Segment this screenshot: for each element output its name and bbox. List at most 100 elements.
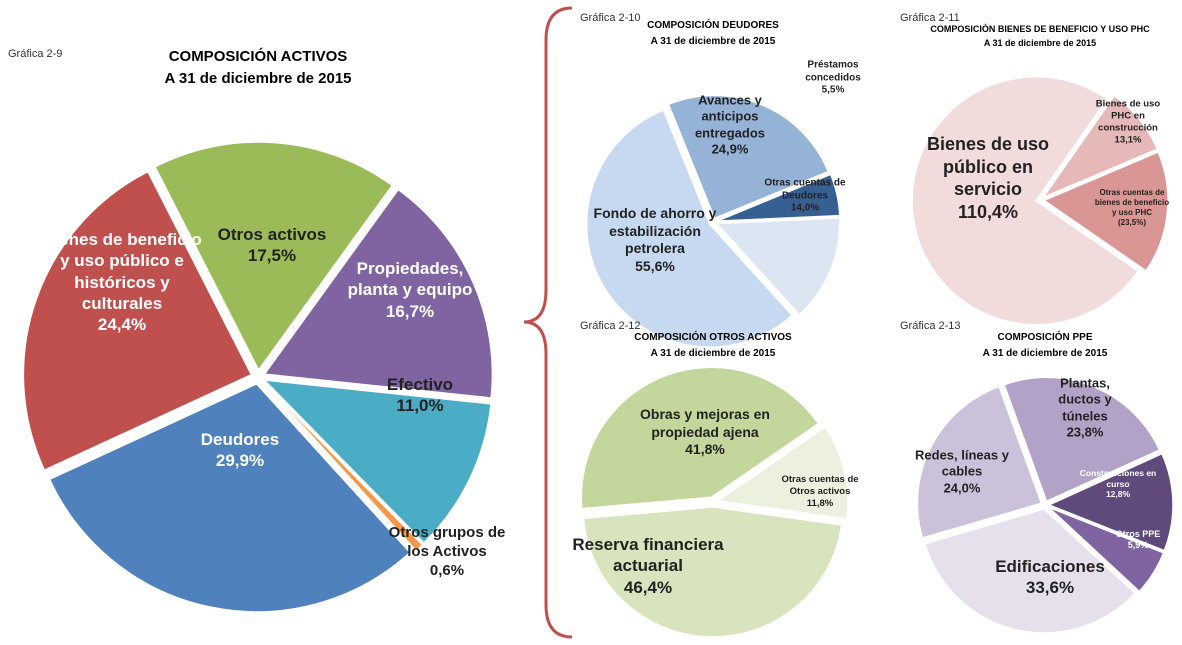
category-label: Edificaciones — [995, 556, 1105, 576]
pie-slice — [1003, 376, 1161, 503]
chart-caption: Gráfica 2-9 — [8, 48, 63, 60]
category-label: Otras cuentas de Otros activos — [781, 474, 859, 498]
pie-slice — [262, 381, 424, 552]
slice-label: Otros PPE 5,9% — [1108, 529, 1168, 552]
value-label: 23,8% — [1066, 424, 1104, 440]
category-label: Deudores — [200, 429, 280, 449]
chart-subtitle: A 31 de diciembre de 2015 — [650, 348, 776, 359]
slice-label: Otros grupos de los Activos 0,6% — [377, 524, 517, 580]
slice-label: Edificaciones 33,6% — [980, 556, 1120, 599]
pie-slice — [715, 426, 849, 520]
slice-label: Construcciones en curso 12,8% — [1076, 468, 1161, 500]
chart-subtitle: A 31 de diciembre de 2015 — [650, 36, 776, 47]
slice-label: Obras y mejoras en propiedad ajena 41,8% — [625, 406, 785, 459]
category-label: Préstamos concedidos — [805, 59, 861, 83]
pie-slice — [715, 217, 841, 316]
pie-slice — [48, 382, 412, 613]
chart-caption: Gráfica 2-13 — [900, 320, 961, 332]
pie-slice — [911, 75, 1140, 326]
pie-slice — [582, 506, 843, 638]
chart-caption: Gráfica 2-12 — [580, 320, 641, 332]
value-label: 13,1% — [1114, 133, 1142, 145]
pie-slice — [1041, 94, 1159, 200]
slice-label: Otras cuentas de Otros activos 11,8% — [773, 474, 868, 510]
value-label: 33,6% — [1025, 578, 1075, 597]
slice-label: Propiedades, planta y equipo 16,7% — [330, 258, 490, 322]
pie-slice — [22, 170, 253, 472]
category-label: Bienes de uso PHC en construcción — [1095, 98, 1161, 133]
pie-slice — [667, 94, 830, 220]
slice-label: Préstamos concedidos 5,5% — [793, 59, 873, 97]
category-label: Plantas, ductos y túneles — [1058, 375, 1112, 424]
value-label: 11,0% — [396, 396, 444, 415]
category-label: Otros activos — [217, 224, 327, 244]
chart-title: COMPOSICIÓN DEUDORES — [647, 20, 779, 31]
value-label: 24,9% — [711, 141, 749, 157]
value-label: 29,9% — [215, 451, 265, 470]
slice-label: Bienes de uso público en servicio 110,4% — [913, 133, 1063, 223]
pie-slice — [1047, 452, 1174, 552]
slice-label: Fondo de ahorro y estabilización petrole… — [588, 205, 723, 275]
chart-title: COMPOSICIÓN PPE — [997, 332, 1093, 343]
slice-label: Otras cuentas de Deudores 14,0% — [758, 177, 853, 215]
value-label: 16,7% — [385, 301, 435, 321]
value-label: 46,4% — [623, 577, 673, 597]
category-label: Propiedades, planta y equipo — [347, 259, 473, 300]
slice-label: Deudores 29,9% — [175, 429, 305, 472]
value-label: (23,5%) — [1117, 218, 1146, 227]
slice-label: Plantas, ductos y túneles 23,8% — [1040, 376, 1130, 441]
slice-label: Redes, líneas y cables 24,0% — [912, 448, 1012, 497]
value-label: 24,4% — [97, 314, 147, 334]
chart-title: COMPOSICIÓN OTROS ACTIVOS — [634, 332, 792, 343]
slice-label: Efectivo 11,0% — [360, 374, 480, 417]
value-label: 14,0% — [790, 202, 820, 214]
pie-slice — [924, 508, 1137, 634]
value-label: 5,9% — [1127, 540, 1149, 550]
value-label: 24,0% — [943, 480, 981, 496]
pie-slice — [154, 141, 394, 372]
category-label: Efectivo — [386, 374, 454, 394]
chart-caption: Gráfica 2-10 — [580, 12, 641, 24]
slice-label: Otros activos 17,5% — [202, 224, 342, 267]
category-label: Otros PPE — [1115, 528, 1161, 539]
value-label: 11,8% — [806, 497, 834, 509]
slice-label: Reserva financiera actuarial 46,4% — [568, 534, 728, 598]
chart-title: COMPOSICIÓN BIENES DE BENEFICIO Y USO PH… — [930, 24, 1150, 34]
value-label: 17,5% — [247, 246, 297, 265]
pie-slice — [580, 366, 820, 510]
category-label: Avances y anticipos entregados — [694, 92, 766, 141]
category-label: Otras cuentas de bienes de beneficio y u… — [1094, 188, 1170, 217]
slice-label: Bienes de beneficio y uso público e hist… — [42, 229, 202, 335]
category-label: Obras y mejoras en propiedad ajena — [640, 405, 770, 440]
slice-label: Bienes de uso PHC en construcción 13,1% — [1088, 98, 1168, 146]
chart-title: COMPOSICIÓN ACTIVOS — [168, 48, 348, 65]
category-label: Construcciones en curso — [1079, 468, 1157, 489]
category-label: Reserva financiera actuarial — [572, 535, 724, 576]
chart-subtitle: A 31 de diciembre de 2015 — [982, 348, 1108, 359]
category-label: Redes, líneas y cables — [915, 447, 1009, 479]
pie-slice — [1042, 151, 1169, 272]
category-label: Otras cuentas de Deudores — [764, 177, 846, 201]
pie-slice — [263, 188, 494, 399]
pie-slice — [1047, 506, 1165, 593]
chart-subtitle: A 31 de diciembre de 2015 — [983, 38, 1097, 48]
category-label: Otros grupos de los Activos — [388, 523, 506, 560]
chart-subtitle: A 31 de diciembre de 2015 — [164, 70, 352, 87]
category-label: Fondo de ahorro y estabilización petrole… — [593, 205, 717, 256]
value-label: 55,6% — [635, 257, 675, 274]
value-label: 12,8% — [1105, 489, 1131, 500]
brace — [523, 6, 573, 639]
pie-slice — [585, 109, 794, 348]
value-label: 5,5% — [821, 84, 845, 96]
category-label: Bienes de beneficio y uso público e hist… — [42, 229, 202, 313]
value-label: 41,8% — [685, 440, 725, 457]
pie-slice — [916, 385, 1043, 539]
pie-slice — [716, 173, 841, 222]
slice-label: Otras cuentas de bienes de beneficio y u… — [1092, 188, 1172, 228]
value-label: 110,4% — [957, 201, 1019, 222]
pie-slice — [262, 379, 492, 544]
category-label: Bienes de uso público en servicio — [926, 134, 1050, 199]
chart-caption: Gráfica 2-11 — [900, 12, 960, 24]
